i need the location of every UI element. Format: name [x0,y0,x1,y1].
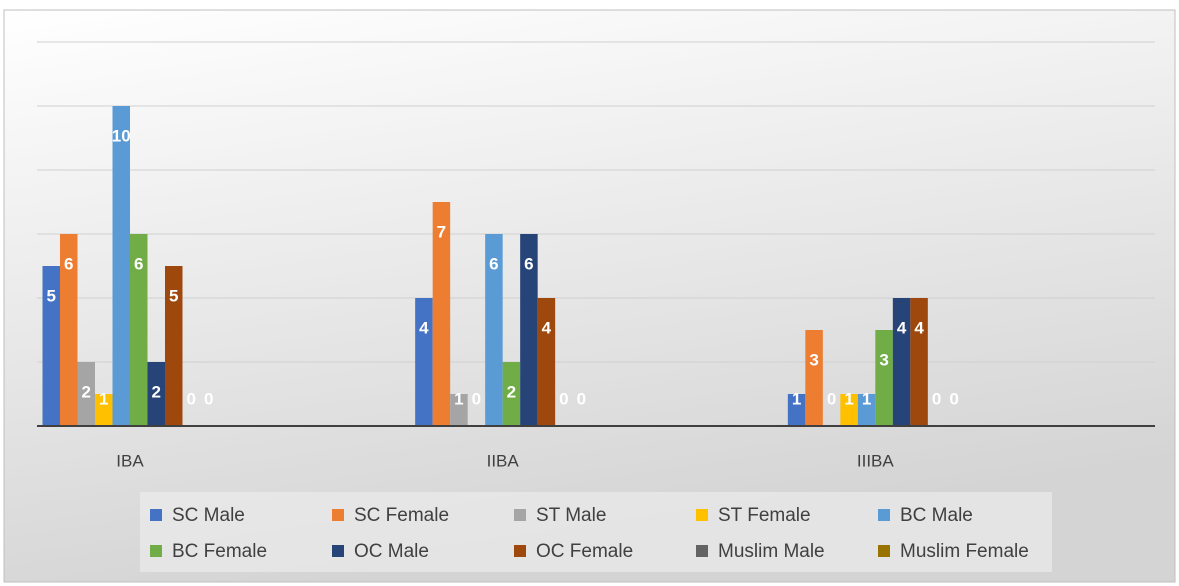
data-label: 6 [64,254,73,273]
bar [892,298,911,426]
bar [450,394,468,426]
legend-swatch [150,509,162,521]
bar [42,266,60,426]
data-label: 0 [932,389,941,408]
bar [165,266,183,426]
bar [787,394,806,426]
chart-background [3,9,1176,583]
legend-label: OC Female [536,541,633,562]
data-label: 2 [507,382,516,401]
x-tick-label: IIBA [487,451,520,470]
data-label: 0 [577,389,586,408]
legend-label: Muslim Male [718,541,825,562]
data-label: 0 [204,389,213,408]
data-label: 10 [112,126,131,145]
data-label: 0 [949,389,958,408]
data-label: 3 [809,350,818,369]
legend-label: ST Male [536,505,606,526]
bar [857,394,876,426]
bar [60,234,78,426]
legend-label: SC Female [354,505,449,526]
bar [805,330,823,426]
data-label: 6 [489,254,498,273]
bar [130,234,148,426]
legend-label: Muslim Female [900,541,1029,562]
legend-box [140,492,1052,572]
data-label: 1 [454,389,463,408]
data-label: 0 [827,389,836,408]
legend-swatch [696,545,708,557]
bar [147,362,165,426]
data-label: 7 [437,222,446,241]
data-label: 5 [169,286,178,305]
legend-label: BC Female [172,541,267,562]
data-label: 6 [134,254,143,273]
legend-label: BC Male [900,505,973,526]
bar [432,202,451,426]
data-label: 0 [559,389,568,408]
legend-label: ST Female [718,505,811,526]
bar [537,298,556,426]
data-label: 2 [82,382,91,401]
data-label: 5 [47,286,56,305]
data-label: 4 [914,318,924,337]
bar [520,234,538,426]
x-tick-label: IIIBA [857,451,895,470]
data-label: 0 [187,389,196,408]
data-label: 1 [862,389,871,408]
legend-swatch [514,509,526,521]
bar [910,298,928,426]
legend-label: SC Male [172,505,245,526]
legend-swatch [878,509,890,521]
data-label: 1 [844,389,853,408]
data-label: 4 [542,318,552,337]
bar [502,362,521,426]
bar [485,234,503,426]
bar [840,394,858,426]
data-label: 6 [524,254,533,273]
data-label: 4 [419,318,429,337]
legend-swatch [332,509,344,521]
data-label: 3 [879,350,888,369]
data-label: 1 [99,389,108,408]
bar [77,362,95,426]
legend-swatch [332,545,344,557]
bar [95,394,113,426]
x-tick-label: IBA [116,451,144,470]
data-label: 4 [897,318,907,337]
legend-swatch [878,545,890,557]
legend-label: OC Male [354,541,429,562]
legend-swatch [514,545,526,557]
legend-swatch [150,545,162,557]
data-label: 2 [152,382,161,401]
data-label: 1 [792,389,801,408]
bar [875,330,893,426]
legend-swatch [696,509,708,521]
bar [415,298,433,426]
data-label: 0 [472,389,481,408]
bar [112,106,130,426]
